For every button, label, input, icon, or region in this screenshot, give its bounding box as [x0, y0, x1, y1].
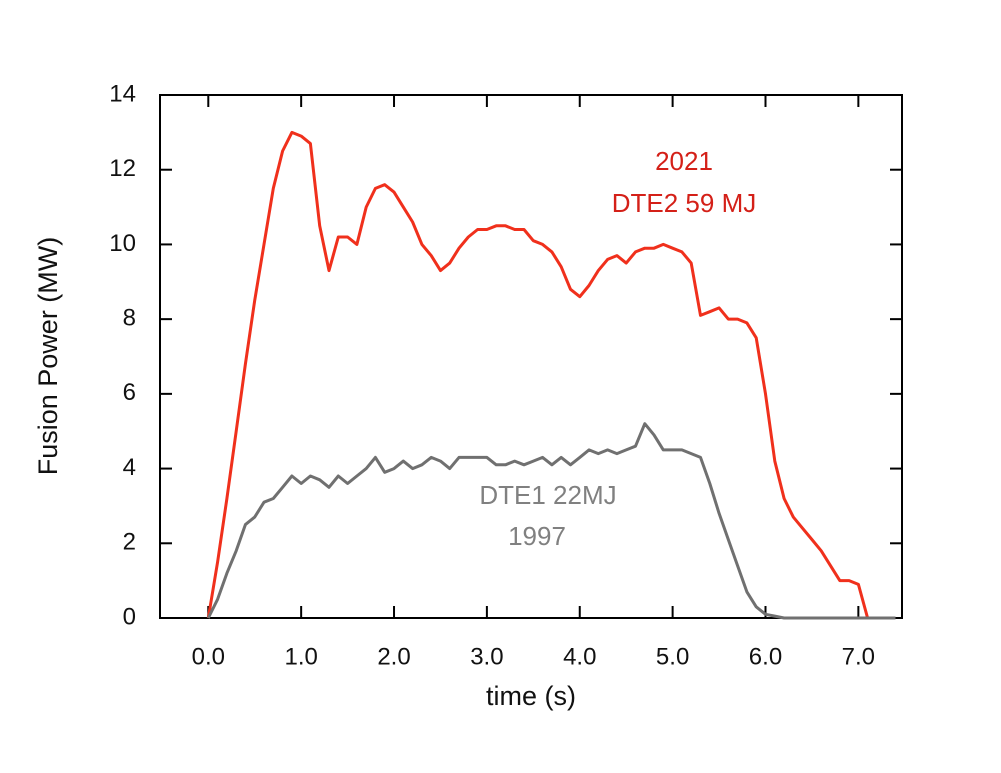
- y-axis-label: Fusion Power (MW): [33, 237, 63, 476]
- annotation: 2021: [655, 146, 713, 176]
- plot-frame: [159, 94, 903, 619]
- y-tick-label: 10: [109, 230, 136, 257]
- y-tick-label: 12: [109, 155, 136, 182]
- annotation: 1997: [508, 521, 566, 551]
- y-tick-label: 8: [123, 304, 136, 331]
- x-axis-label: time (s): [486, 681, 576, 711]
- y-tick-label: 4: [123, 454, 136, 481]
- y-tick-label: 0: [123, 603, 136, 630]
- x-tick-label: 4.0: [563, 643, 596, 670]
- series-line: [206, 130, 896, 620]
- x-tick-label: 5.0: [656, 643, 689, 670]
- annotation: DTE1 22MJ: [479, 480, 616, 510]
- series-line: [206, 422, 896, 620]
- x-tick-label: 6.0: [749, 643, 782, 670]
- y-tick-label: 2: [123, 529, 136, 556]
- annotation: DTE2 59 MJ: [612, 188, 757, 218]
- x-tick-label: 3.0: [470, 643, 503, 670]
- x-tick-label: 2.0: [377, 643, 410, 670]
- y-tick-label: 6: [123, 379, 136, 406]
- x-tick-label: 7.0: [842, 643, 875, 670]
- y-tick-label: 14: [109, 80, 136, 107]
- x-tick-label: 1.0: [284, 643, 317, 670]
- x-tick-label: 0.0: [192, 643, 225, 670]
